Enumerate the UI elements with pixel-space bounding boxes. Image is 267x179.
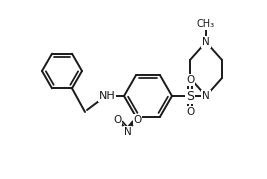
Text: N: N	[202, 37, 210, 47]
Text: O: O	[186, 75, 194, 85]
Text: O: O	[186, 107, 194, 117]
Text: O: O	[134, 115, 142, 125]
Text: CH₃: CH₃	[197, 19, 215, 29]
Text: N: N	[124, 127, 131, 137]
Text: NH: NH	[99, 91, 115, 101]
Text: O: O	[113, 115, 122, 125]
Text: N: N	[202, 91, 210, 101]
Text: S: S	[186, 90, 194, 103]
